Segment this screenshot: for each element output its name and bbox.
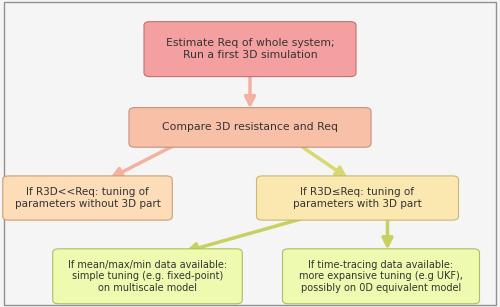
FancyBboxPatch shape bbox=[282, 249, 480, 304]
FancyBboxPatch shape bbox=[129, 107, 371, 147]
FancyBboxPatch shape bbox=[2, 176, 172, 220]
Text: If R3D≤Req: tuning of
parameters with 3D part: If R3D≤Req: tuning of parameters with 3D… bbox=[293, 187, 422, 209]
Text: If time-tracing data available:
more expansive tuning (e.g UKF),
possibly on 0D : If time-tracing data available: more exp… bbox=[299, 260, 463, 293]
FancyBboxPatch shape bbox=[144, 21, 356, 77]
Text: Estimate Req of whole system;
Run a first 3D simulation: Estimate Req of whole system; Run a firs… bbox=[166, 38, 334, 60]
Text: Compare 3D resistance and Req: Compare 3D resistance and Req bbox=[162, 122, 338, 132]
Text: If mean/max/min data available:
simple tuning (e.g. fixed-point)
on multiscale m: If mean/max/min data available: simple t… bbox=[68, 260, 227, 293]
FancyBboxPatch shape bbox=[53, 249, 242, 304]
FancyBboxPatch shape bbox=[256, 176, 458, 220]
Text: If R3D<<Req: tuning of
parameters without 3D part: If R3D<<Req: tuning of parameters withou… bbox=[14, 187, 160, 209]
